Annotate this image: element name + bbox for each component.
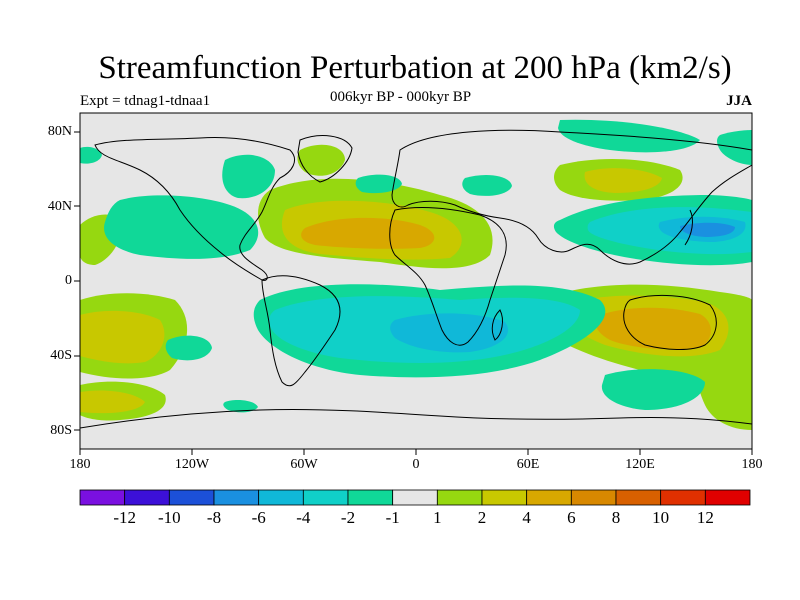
lon-label-120e: 120E: [625, 457, 655, 472]
colorbar-label: -6: [251, 508, 266, 527]
colorbar-swatch-0: [79, 489, 126, 506]
lat-label-80s: 80S: [50, 423, 72, 438]
positive-region-north-atlantic-max: [301, 217, 435, 249]
colorbar-label: -2: [340, 508, 356, 527]
colorbar-swatch-9: [481, 489, 528, 506]
lon-label-120w: 120W: [174, 457, 210, 472]
negative-region-drake-passage: [223, 399, 258, 413]
coastline-eurasia: [391, 129, 752, 265]
negative-region-northwest-pacific-center: [680, 222, 735, 237]
colorbar-label: -1: [385, 508, 400, 527]
colorbar-swatch-5: [302, 489, 349, 506]
positive-region-australia-max: [595, 307, 711, 350]
colorbar-label: -4: [296, 508, 311, 527]
coastline-australia: [623, 294, 717, 350]
positive-region-se-pacific: [697, 367, 752, 430]
negative-region-east-pacific: [104, 195, 259, 259]
lon-label-0: 0: [412, 457, 420, 472]
colorbar-swatch-6: [347, 489, 394, 506]
coastline-japan: [684, 209, 693, 246]
negative-region-south-indian: [601, 369, 705, 410]
colorbar-swatch-8: [436, 489, 483, 506]
colorbar-label: 1: [433, 508, 442, 527]
coastline-africa: [389, 207, 507, 346]
colorbar-label: 6: [567, 508, 576, 527]
coastline-madagascar: [491, 309, 503, 341]
colorbar-swatch-3: [213, 489, 260, 506]
colorbar-label: -12: [113, 508, 136, 527]
negative-region-south-atlantic-max: [390, 313, 509, 353]
negative-region-nw-atlantic: [222, 154, 275, 199]
lon-label-60e: 60E: [516, 457, 540, 472]
lat-label-80n: 80N: [47, 124, 72, 139]
lat-label-0: 0: [65, 273, 72, 288]
colorbar: [79, 489, 751, 506]
coastlines: [80, 129, 752, 429]
colorbar-label: 10: [652, 508, 670, 527]
colorbar-swatch-1: [124, 489, 170, 506]
positive-region-central-asia-core: [584, 168, 662, 193]
colorbar-label: 12: [696, 508, 714, 527]
colorbar-label: 2: [477, 508, 487, 527]
chart-title: Streamfunction Perturbation at 200 hPa (…: [98, 50, 732, 86]
lon-label-180w: 180: [69, 457, 91, 472]
lon-label-60w: 60W: [290, 457, 318, 472]
negative-region-southeast-pacific: [165, 335, 212, 361]
colorbar-label: -10: [157, 508, 181, 527]
coastline-south-america: [261, 275, 341, 387]
lon-label-180e: 180: [741, 457, 763, 472]
colorbar-swatch-14: [704, 489, 751, 506]
positive-region-arctic: [297, 144, 345, 176]
colorbar-swatch-7: [392, 489, 438, 506]
colorbar-swatch-13: [660, 489, 706, 506]
season-label: JJA: [726, 93, 752, 109]
period-label: 006kyr BP - 000kyr BP: [330, 89, 472, 105]
colorbar-swatch-2: [168, 489, 215, 506]
lat-label-40s: 40S: [50, 348, 72, 363]
experiment-label: Expt = tdnag1-tdnaa1: [80, 93, 211, 109]
positive-region-south-pacific-core: [80, 310, 165, 364]
contour-field: [80, 113, 752, 449]
coastline-greenland: [297, 135, 353, 183]
lat-label-40n: 40N: [47, 199, 72, 214]
colorbar-label: 4: [522, 508, 531, 527]
negative-region-north-europe: [355, 174, 402, 194]
colorbar-swatch-12: [615, 489, 662, 506]
positive-region-southern-ocean-core: [80, 390, 145, 414]
lat-ticks: [74, 131, 80, 431]
lon-ticks: [79, 449, 753, 455]
coastline-north-america: [94, 137, 295, 281]
colorbar-label: -8: [206, 508, 222, 527]
negative-region-north-russia: [462, 174, 512, 196]
colorbar-swatch-10: [526, 489, 572, 506]
colorbar-swatch-11: [570, 489, 617, 506]
colorbar-swatch-4: [258, 489, 304, 506]
coastline-antarctica: [80, 408, 752, 429]
colorbar-label: 8: [611, 508, 621, 527]
negative-region-arctic-west: [80, 146, 102, 164]
